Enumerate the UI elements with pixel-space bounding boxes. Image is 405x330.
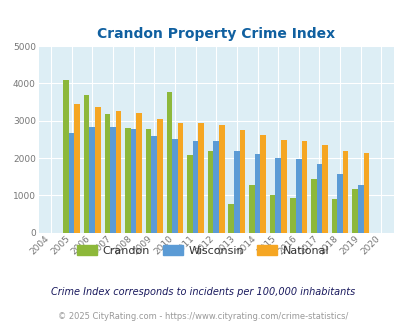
- Bar: [362, 153, 368, 233]
- Bar: [275, 158, 280, 233]
- Bar: [84, 95, 89, 233]
- Bar: [269, 195, 275, 233]
- Bar: [342, 151, 347, 233]
- Bar: [115, 111, 121, 233]
- Bar: [89, 127, 95, 233]
- Bar: [310, 179, 316, 233]
- Bar: [260, 135, 265, 233]
- Bar: [198, 123, 203, 233]
- Bar: [187, 155, 192, 233]
- Bar: [234, 150, 239, 233]
- Legend: Crandon, Wisconsin, National: Crandon, Wisconsin, National: [72, 241, 333, 260]
- Bar: [249, 185, 254, 233]
- Bar: [331, 199, 337, 233]
- Bar: [207, 150, 213, 233]
- Bar: [136, 113, 142, 233]
- Bar: [213, 141, 218, 233]
- Title: Crandon Property Crime Index: Crandon Property Crime Index: [97, 27, 335, 41]
- Bar: [177, 123, 183, 233]
- Bar: [172, 139, 177, 233]
- Bar: [166, 92, 172, 233]
- Bar: [110, 127, 115, 233]
- Bar: [357, 185, 362, 233]
- Bar: [280, 140, 286, 233]
- Bar: [239, 130, 245, 233]
- Bar: [151, 136, 157, 233]
- Bar: [130, 129, 136, 233]
- Bar: [192, 141, 198, 233]
- Bar: [69, 133, 74, 233]
- Bar: [254, 154, 260, 233]
- Bar: [301, 141, 307, 233]
- Bar: [104, 114, 110, 233]
- Bar: [218, 125, 224, 233]
- Bar: [337, 175, 342, 233]
- Bar: [228, 204, 234, 233]
- Text: Crime Index corresponds to incidents per 100,000 inhabitants: Crime Index corresponds to incidents per…: [51, 287, 354, 297]
- Bar: [295, 159, 301, 233]
- Bar: [63, 80, 69, 233]
- Bar: [290, 198, 295, 233]
- Bar: [145, 129, 151, 233]
- Bar: [316, 164, 322, 233]
- Bar: [322, 145, 327, 233]
- Bar: [352, 189, 357, 233]
- Bar: [74, 104, 80, 233]
- Bar: [157, 119, 162, 233]
- Bar: [125, 128, 130, 233]
- Text: © 2025 CityRating.com - https://www.cityrating.com/crime-statistics/: © 2025 CityRating.com - https://www.city…: [58, 312, 347, 321]
- Bar: [95, 107, 100, 233]
